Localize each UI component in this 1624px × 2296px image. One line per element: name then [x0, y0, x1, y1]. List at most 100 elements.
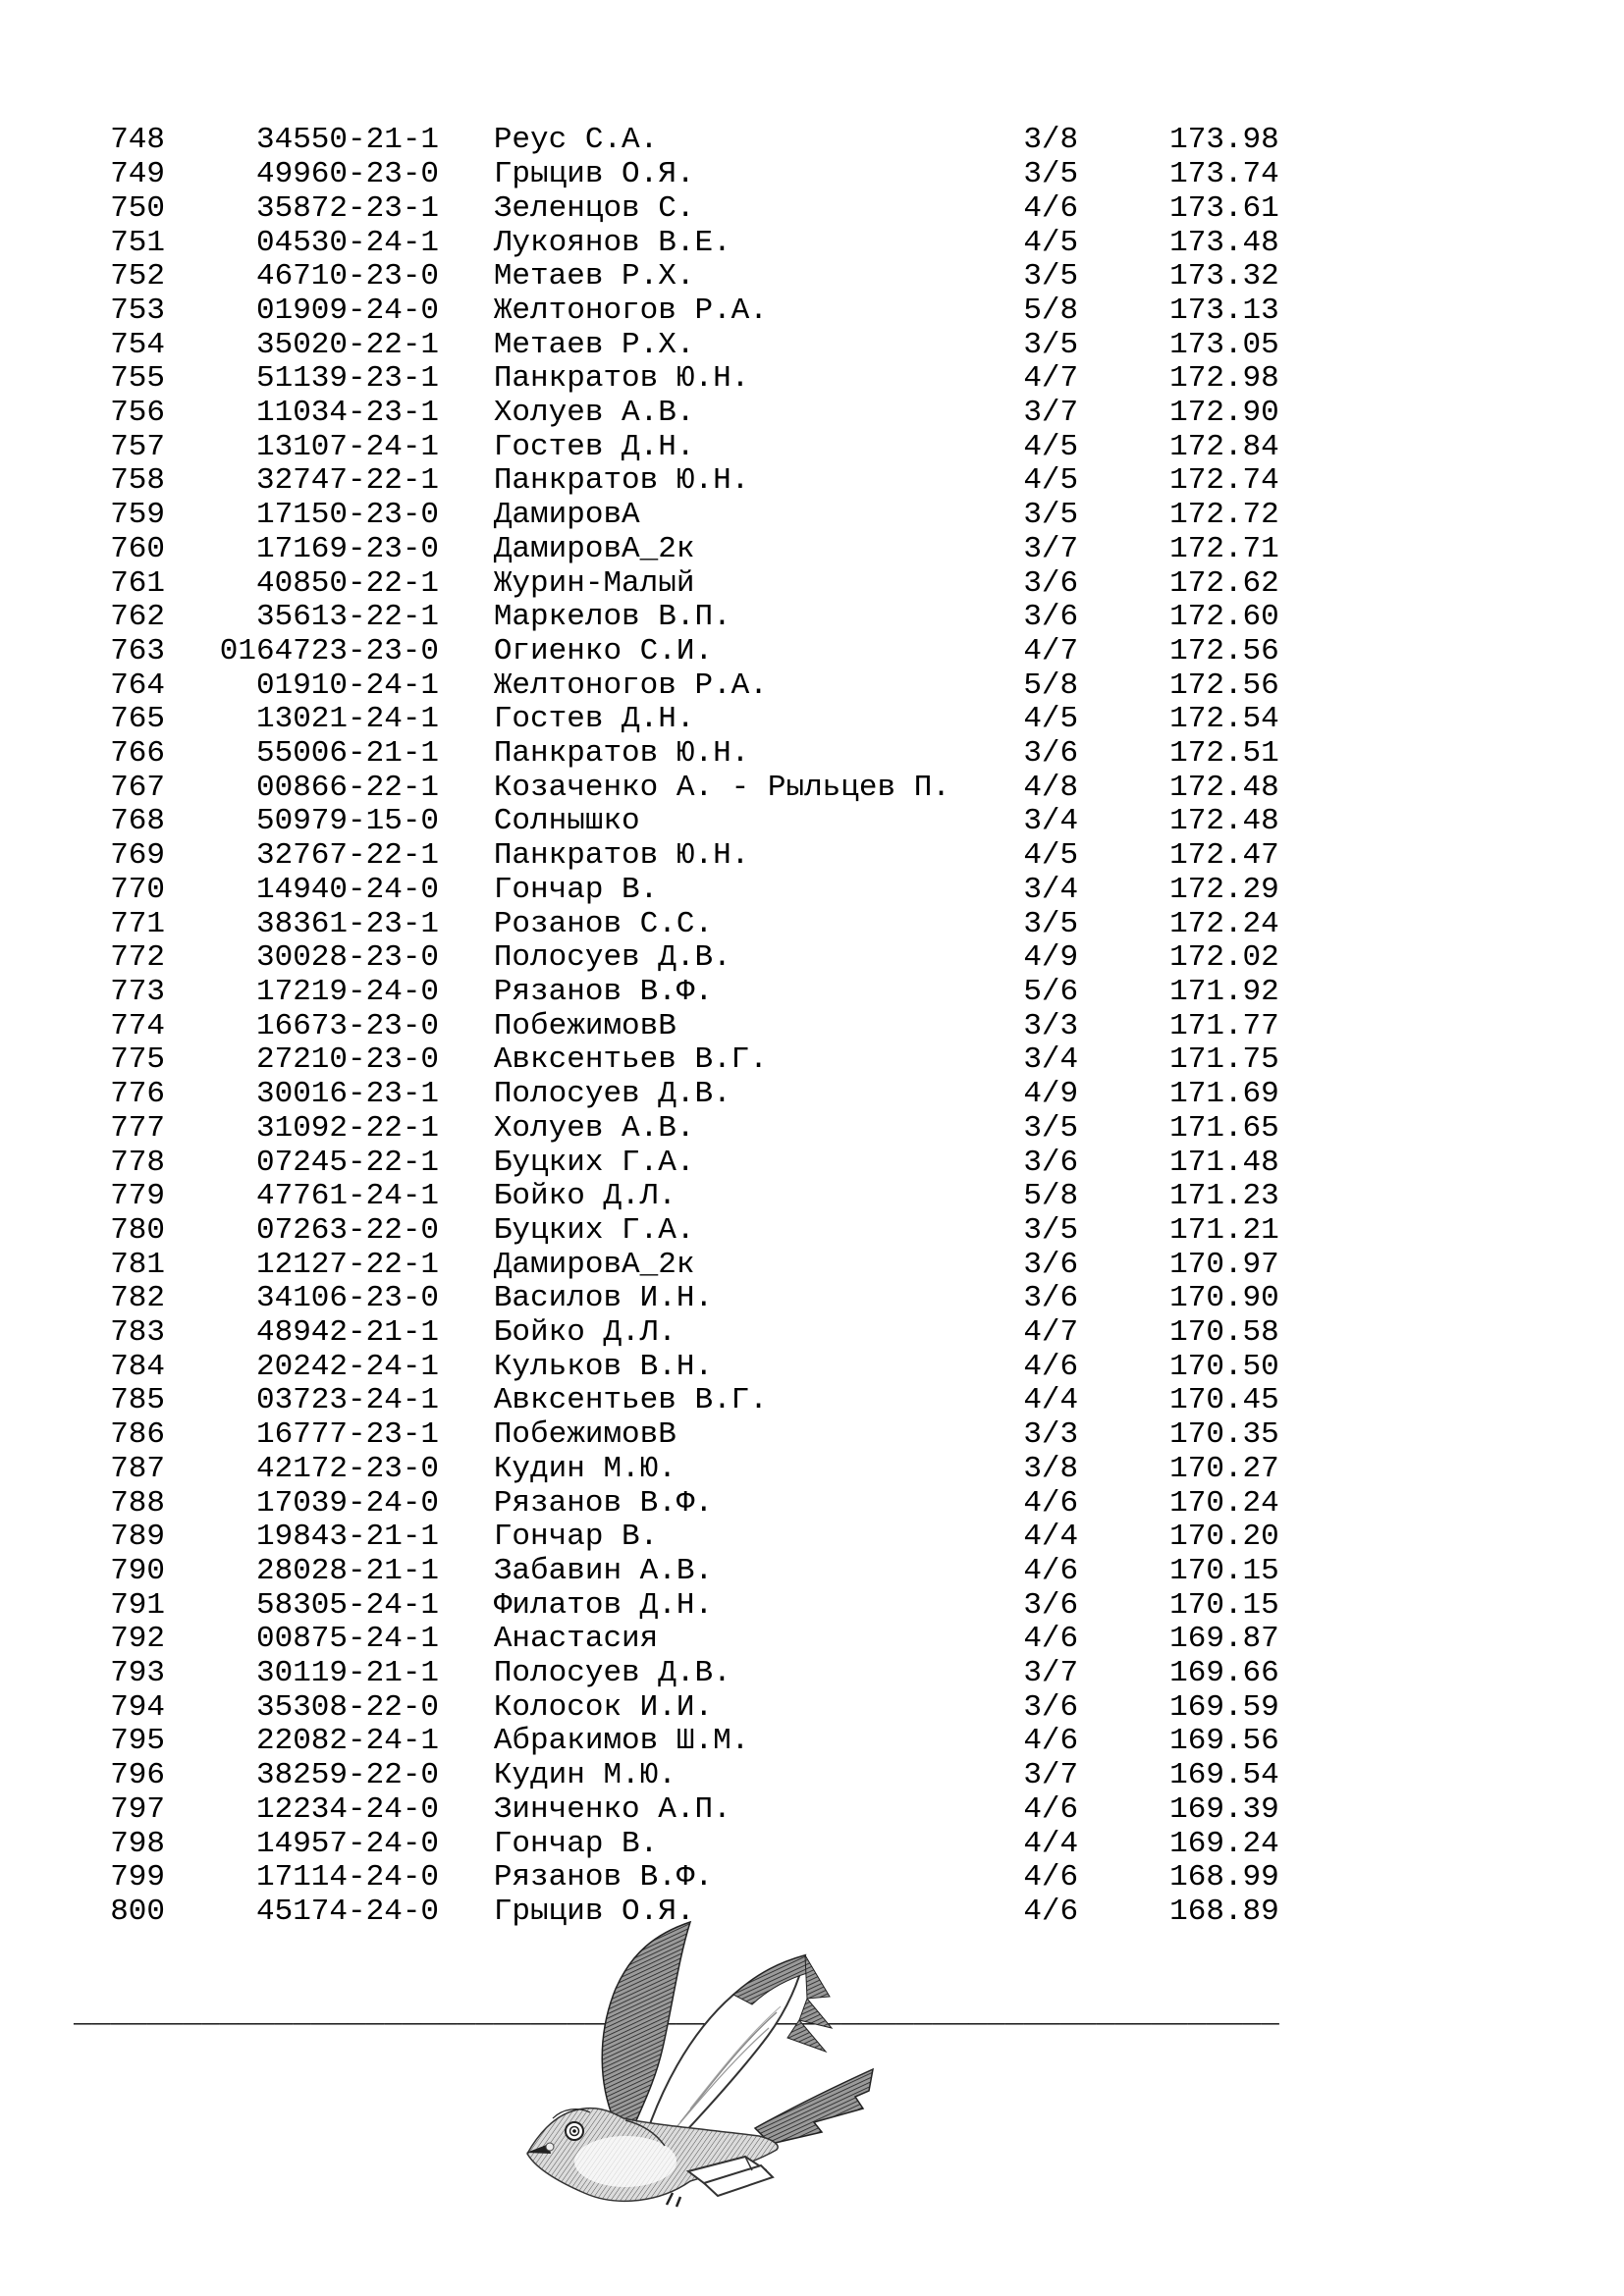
fraction-cell: 5/8	[1023, 1179, 1079, 1214]
coefficient-cell: 170.15	[1169, 1587, 1279, 1623]
separator-line: ________________________________________…	[74, 1997, 1279, 2032]
fancier-name-cell: Забавин А.В.	[493, 1553, 714, 1588]
ring-number-cell: 12127-22-1	[256, 1247, 440, 1282]
fancier-name-cell: Панкратов Ю.Н.	[493, 463, 750, 499]
ring-number-cell: 32747-22-1	[256, 463, 440, 499]
table-row: 770 14940-24-0 Гончар В. 3/4 172.29	[74, 872, 1279, 908]
fraction-cell: 4/5	[1023, 838, 1079, 874]
coefficient-cell: 172.60	[1169, 600, 1279, 635]
rank-cell: 798	[110, 1826, 165, 1861]
fraction-cell: 4/7	[1023, 361, 1079, 397]
table-row: 755 51139-23-1 Панкратов Ю.Н. 4/7 172.98	[74, 362, 1279, 397]
table-row: 763 0164723-23-0 Огиенко С.И. 4/7 172.56	[74, 633, 1279, 669]
coefficient-cell: 170.58	[1169, 1315, 1279, 1351]
rank-cell: 794	[110, 1689, 165, 1725]
table-row: 765 13021-24-1 Гостев Д.Н. 4/5 172.54	[74, 703, 1279, 737]
fraction-cell: 4/6	[1023, 1622, 1079, 1657]
rank-cell: 791	[110, 1587, 165, 1623]
fancier-name-cell: Бойко Д.Л.	[493, 1179, 677, 1214]
rank-cell: 766	[110, 736, 165, 772]
fraction-cell: 4/4	[1023, 1520, 1079, 1555]
fraction-cell: 4/6	[1023, 1791, 1079, 1827]
fraction-cell: 5/8	[1023, 667, 1079, 703]
coefficient-cell: 172.62	[1169, 565, 1279, 601]
fraction-cell: 3/5	[1023, 327, 1079, 362]
table-row: 754 35020-22-1 Метаев Р.Х. 3/5 173.05	[74, 327, 1279, 363]
coefficient-cell: 172.74	[1169, 463, 1279, 499]
fraction-cell: 3/6	[1023, 1281, 1079, 1316]
rank-cell: 799	[110, 1860, 165, 1896]
table-row: 761 40850-22-1 Журин-Малый 3/6 172.62	[74, 565, 1279, 602]
fancier-name-cell: Колосок И.И.	[493, 1689, 714, 1725]
ring-number-cell: 01910-24-1	[256, 667, 440, 703]
rank-cell: 784	[110, 1349, 165, 1384]
fancier-name-cell: Гончар В.	[493, 1826, 659, 1861]
ring-number-cell: 47761-24-1	[256, 1179, 440, 1214]
fancier-name-cell: Грыцив О.Я.	[493, 1894, 695, 1929]
table-row: 793 30119-21-1 Полосуев Д.В. 3/7 169.66	[74, 1656, 1279, 1691]
coefficient-cell: 172.48	[1169, 804, 1279, 839]
rank-cell: 793	[110, 1656, 165, 1691]
coefficient-cell: 170.27	[1169, 1451, 1279, 1486]
ring-number-cell: 34106-23-0	[256, 1281, 440, 1316]
fraction-cell: 3/7	[1023, 1656, 1079, 1691]
rank-cell: 792	[110, 1622, 165, 1657]
coefficient-cell: 172.56	[1169, 633, 1279, 668]
coefficient-cell: 169.56	[1169, 1724, 1279, 1759]
coefficient-cell: 172.90	[1169, 396, 1279, 431]
coefficient-cell: 169.66	[1169, 1656, 1279, 1691]
coefficient-cell: 173.13	[1169, 293, 1279, 328]
table-row: 772 30028-23-0 Полосуев Д.В. 4/9 172.02	[74, 941, 1279, 976]
coefficient-cell: 171.48	[1169, 1145, 1279, 1180]
rank-cell: 750	[110, 190, 165, 226]
ring-number-cell: 22082-24-1	[256, 1724, 440, 1759]
coefficient-cell: 172.24	[1169, 906, 1279, 941]
ring-number-cell: 07263-22-0	[256, 1212, 440, 1248]
rank-cell: 775	[110, 1042, 165, 1078]
table-row: 756 11034-23-1 Холуев А.В. 3/7 172.90	[74, 396, 1279, 431]
fancier-name-cell: Кудин М.Ю.	[493, 1758, 677, 1793]
ring-number-cell: 48942-21-1	[256, 1315, 440, 1351]
coefficient-cell: 172.02	[1169, 940, 1279, 976]
coefficient-cell: 170.20	[1169, 1520, 1279, 1555]
fancier-name-cell: Рязанов В.Ф.	[493, 974, 714, 1009]
ring-number-cell: 35872-23-1	[256, 190, 440, 226]
coefficient-cell: 170.90	[1169, 1281, 1279, 1316]
coefficient-cell: 171.23	[1169, 1179, 1279, 1214]
ring-number-cell: 14957-24-0	[256, 1826, 440, 1861]
fancier-name-cell: Абракимов Ш.М.	[493, 1724, 750, 1759]
table-row: 796 38259-22-0 Кудин М.Ю. 3/7 169.54	[74, 1758, 1279, 1793]
table-row: 778 07245-22-1 Буцких Г.А. 3/6 171.48	[74, 1145, 1279, 1181]
rank-cell: 758	[110, 463, 165, 499]
fraction-cell: 3/8	[1023, 123, 1079, 158]
fraction-cell: 4/9	[1023, 940, 1079, 976]
coefficient-cell: 169.59	[1169, 1689, 1279, 1725]
coefficient-cell: 172.98	[1169, 361, 1279, 397]
coefficient-cell: 171.75	[1169, 1042, 1279, 1078]
fraction-cell: 4/9	[1023, 1077, 1079, 1112]
coefficient-cell: 169.24	[1169, 1826, 1279, 1861]
fraction-cell: 4/6	[1023, 190, 1079, 226]
rank-cell: 781	[110, 1247, 165, 1282]
table-row: 773 17219-24-0 Рязанов В.Ф. 5/6 171.92	[74, 974, 1279, 1010]
ring-number-cell: 30119-21-1	[256, 1656, 440, 1691]
ring-number-cell: 17219-24-0	[256, 974, 440, 1009]
rank-cell: 749	[110, 157, 165, 192]
table-row: 749 49960-23-0 Грыцив О.Я. 3/5 173.74	[74, 157, 1279, 192]
table-row: 789 19843-21-1 Гончар В. 4/4 170.20	[74, 1521, 1279, 1555]
fancier-name-cell: Гостев Д.Н.	[493, 429, 695, 464]
ring-number-cell: 27210-23-0	[256, 1042, 440, 1078]
fraction-cell: 3/8	[1023, 1451, 1079, 1486]
fraction-cell: 4/5	[1023, 702, 1079, 737]
fancier-name-cell: Авксентьев В.Г.	[493, 1383, 768, 1418]
table-row: 775 27210-23-0 Авксентьев В.Г. 3/4 171.75	[74, 1043, 1279, 1078]
table-row: 785 03723-24-1 Авксентьев В.Г. 4/4 170.45	[74, 1384, 1279, 1418]
table-row: 762 35613-22-1 Маркелов В.П. 3/6 172.60	[74, 601, 1279, 635]
coefficient-cell: 172.29	[1169, 872, 1279, 907]
table-row: 797 12234-24-0 Зинченко А.П. 4/6 169.39	[74, 1791, 1279, 1828]
rank-cell: 763	[110, 633, 165, 668]
ring-number-cell: 30028-23-0	[256, 940, 440, 976]
rank-cell: 772	[110, 940, 165, 976]
ring-number-cell: 16777-23-1	[256, 1417, 440, 1453]
coefficient-cell: 171.69	[1169, 1077, 1279, 1112]
